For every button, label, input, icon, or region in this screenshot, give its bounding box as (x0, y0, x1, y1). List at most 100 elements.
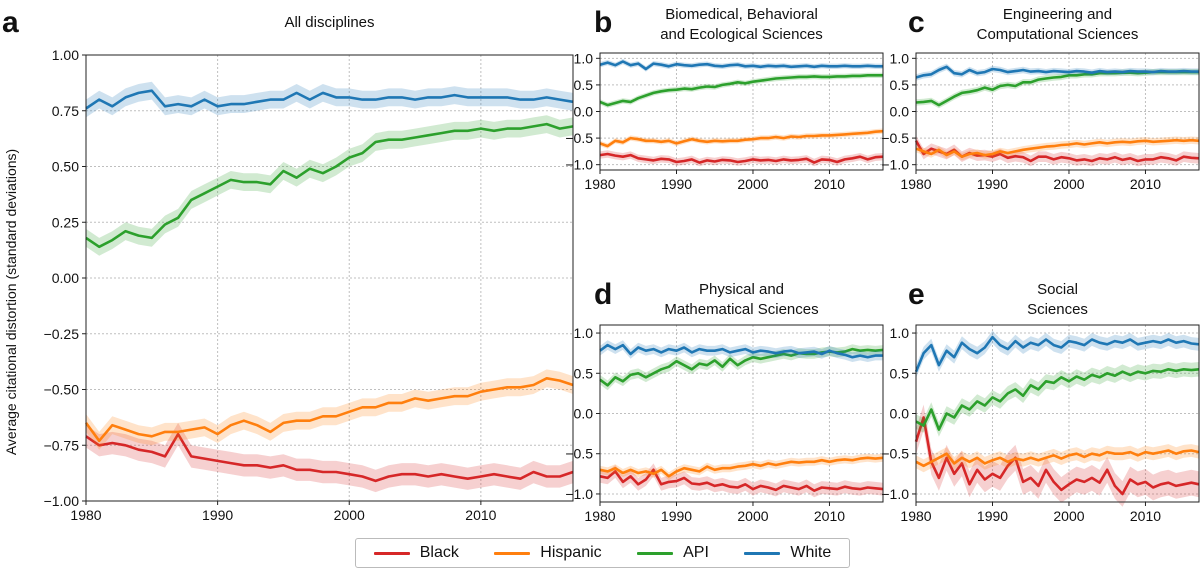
y-tick-label: 0.0 (890, 406, 910, 422)
figure-ylabel: Average citational distortion (standard … (3, 149, 19, 455)
panel-letter-a: a (2, 6, 19, 39)
panel-b: 1980 1990 2000 2010 −1.0 −0.5 0.0 0.5 1.0 Biomedi… (565, 6, 884, 192)
series-line-black (85, 432, 574, 483)
panel-letter-e: e (908, 278, 925, 311)
panel-a: 1980 1990 2000 2010 −1.00 −0.75 −0.50 −0.25 0.00… (2, 6, 574, 523)
y-tick-label: −0.5 (881, 446, 909, 462)
y-tick-label: −1.0 (881, 157, 909, 173)
series-line-hispanic (84, 377, 574, 443)
y-tick-label: 1.0 (574, 50, 594, 66)
legend-swatch-hispanic (494, 551, 531, 555)
y-tick-label: 1.00 (52, 47, 79, 63)
legend-label-hispanic: Hispanic (540, 544, 602, 561)
series-line-white (599, 343, 883, 359)
y-tick-label: −0.5 (565, 446, 593, 462)
x-tick-label: 1980 (584, 508, 615, 524)
series-line-api (599, 74, 883, 107)
band-hispanic (600, 128, 883, 149)
x-tick-label: 1990 (202, 507, 233, 523)
x-tick-label: 2000 (737, 176, 768, 192)
y-tick-label: 1.0 (890, 50, 910, 66)
x-tick-label: 2010 (814, 176, 845, 192)
series-line-hispanic (599, 129, 884, 148)
x-tick-label: 2010 (1130, 176, 1161, 192)
panel-title: Physical and (699, 281, 784, 298)
panel-title: Social (1037, 281, 1078, 298)
legend-swatch-white (744, 551, 781, 555)
y-tick-label: −0.50 (44, 382, 80, 398)
legend-item-hispanic: Hispanic (494, 544, 602, 562)
series-line-white (915, 65, 1199, 79)
x-tick-label: 1980 (900, 176, 931, 192)
series-line-black (599, 468, 884, 492)
y-tick-label: 0.5 (574, 77, 594, 93)
x-tick-label: 1990 (661, 176, 692, 192)
band-api (86, 115, 573, 256)
x-tick-label: 2010 (814, 508, 845, 524)
panel-title: All disciplines (284, 14, 374, 31)
series-line-black (599, 152, 884, 164)
y-tick-label: 0.5 (890, 77, 910, 93)
series-line-hispanic (915, 138, 1200, 158)
legend-label-black: Black (419, 544, 459, 561)
band-api (916, 362, 1199, 437)
panel-letter-d: d (594, 278, 612, 311)
band-api (600, 344, 883, 391)
panel-title: Mathematical Sciences (664, 301, 818, 318)
y-tick-label: 0.00 (52, 270, 79, 286)
y-tick-label: −0.5 (565, 130, 593, 146)
panel-title: and Ecological Sciences (660, 26, 823, 43)
y-tick-label: −1.0 (565, 486, 593, 502)
series-line-api (915, 368, 1200, 431)
legend-swatch-black (373, 551, 410, 555)
legend: Black Hispanic API White (355, 538, 850, 568)
panel-title: Engineering and (1003, 6, 1112, 23)
x-tick-label: 1990 (977, 508, 1008, 524)
y-tick-label: −0.25 (44, 326, 80, 342)
x-tick-label: 1980 (584, 176, 615, 192)
legend-label-white: White (790, 544, 832, 561)
y-tick-label: 0.0 (574, 104, 594, 120)
series-line-api (85, 122, 574, 249)
y-tick-label: 1.0 (574, 325, 594, 341)
panel-c: 1980 1990 2000 2010 −1.0 −0.5 0.0 0.5 1.0 Enginee… (881, 6, 1200, 192)
band-api (600, 72, 883, 108)
panel-title: Biomedical, Behavioral (665, 6, 818, 23)
series-line-hispanic (599, 456, 884, 478)
legend-swatch-api (637, 551, 674, 555)
panel-title: Computational Sciences (977, 26, 1139, 43)
x-tick-label: 1980 (900, 508, 931, 524)
band-hispanic (86, 369, 573, 450)
series-line-white (914, 335, 1200, 373)
series-line-hispanic (915, 449, 1200, 468)
y-tick-label: 1.0 (890, 325, 910, 341)
series-line-white (599, 60, 883, 71)
panel-letter-b: b (594, 6, 612, 39)
y-tick-label: −1.0 (565, 157, 593, 173)
y-tick-label: −1.00 (44, 493, 80, 509)
y-tick-label: 0.25 (52, 214, 79, 230)
y-tick-label: −0.75 (44, 437, 80, 453)
y-tick-label: 0.0 (574, 406, 594, 422)
x-tick-label: 2000 (1053, 508, 1084, 524)
panel-title: Sciences (1027, 301, 1088, 318)
x-tick-label: 1990 (661, 508, 692, 524)
panel-e: 1980 1990 2000 2010 −1.0 −0.5 0.0 0.5 1.0 Social S… (881, 278, 1200, 524)
x-tick-label: 2000 (334, 507, 365, 523)
x-tick-label: 2010 (465, 507, 496, 523)
y-tick-label: 0.50 (52, 159, 79, 175)
legend-item-white: White (744, 544, 831, 562)
x-tick-label: 2000 (737, 508, 768, 524)
x-tick-label: 2010 (1130, 508, 1161, 524)
y-tick-label: −0.5 (881, 130, 909, 146)
legend-item-black: Black (373, 544, 459, 562)
y-tick-label: 0.75 (52, 103, 79, 119)
series-line-api (915, 70, 1199, 107)
series-line-white (85, 89, 574, 110)
panel-letter-c: c (908, 6, 925, 39)
y-tick-label: 0.0 (890, 104, 910, 120)
panel-d: 1980 1990 2000 2010 −1.0 −0.5 0.0 0.5 1.0 Physica… (565, 278, 884, 524)
band-white (916, 330, 1199, 379)
legend-item-api: API (637, 544, 709, 562)
